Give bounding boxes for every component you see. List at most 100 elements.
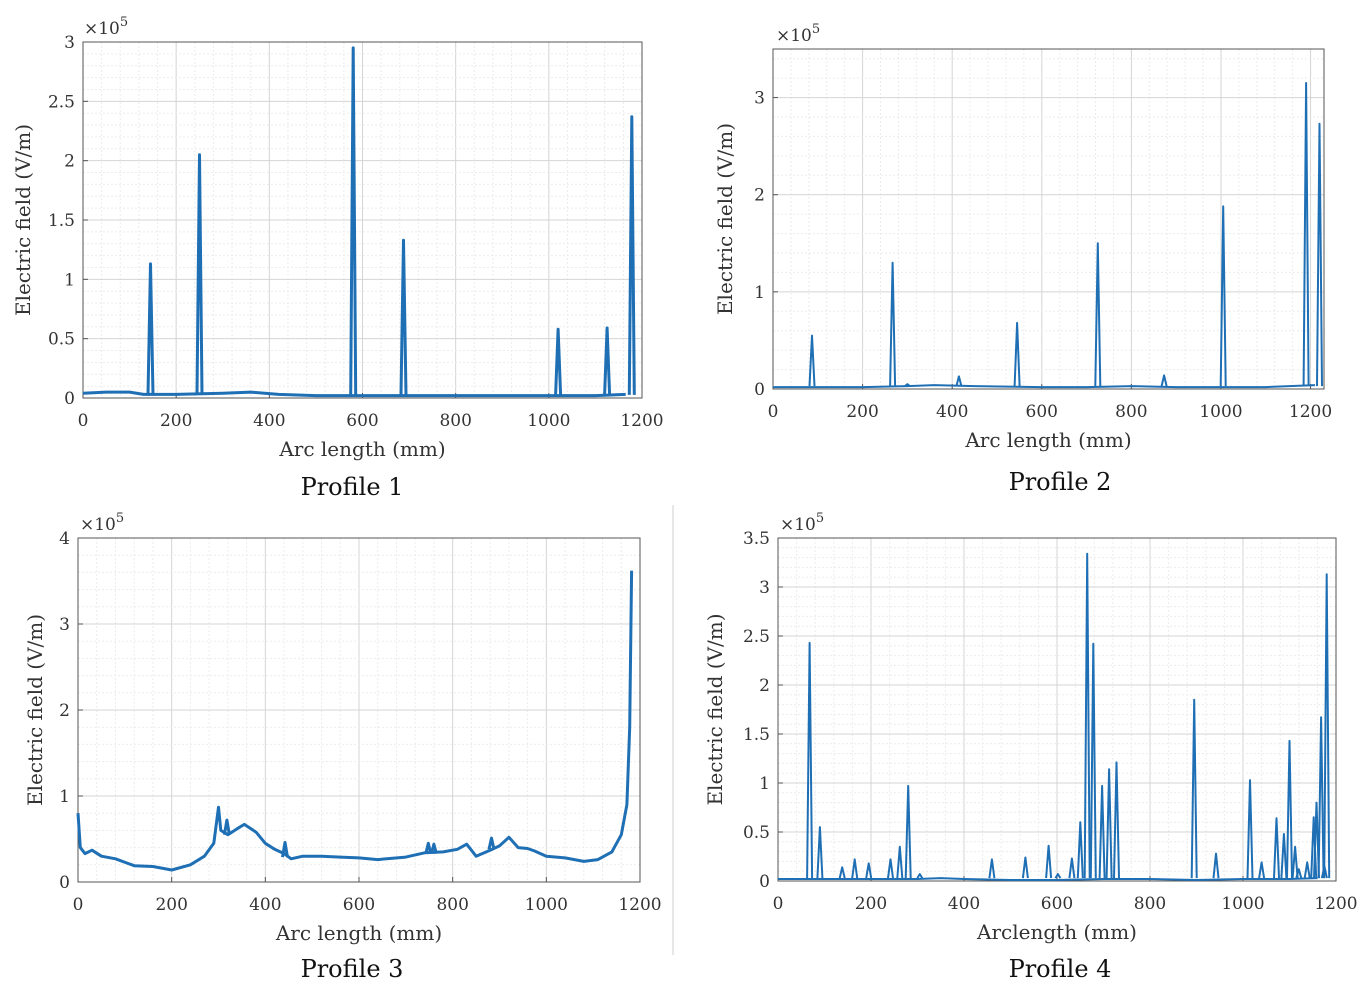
y-tick-label: 2	[59, 701, 70, 721]
series-spike	[1295, 868, 1303, 879]
y-tick-label: 1	[759, 774, 770, 794]
series-spike	[281, 840, 289, 858]
series-line	[76, 570, 634, 872]
x-tick-label: 1200	[1289, 402, 1332, 422]
x-tick-label: 400	[253, 411, 285, 431]
y-axis-label: Electric field (V/m)	[713, 123, 737, 315]
x-tick-label: 800	[439, 411, 471, 431]
chart-profile-3: 0 200 400 600 800 1000 1200 0 1 2 3 4 ×105 Arc length…	[23, 511, 662, 983]
series-spike	[1076, 821, 1084, 879]
series-spike	[1113, 761, 1120, 879]
x-tick-label: 1200	[618, 895, 661, 915]
x-tick-label: 0	[78, 411, 89, 431]
series-spike	[1190, 698, 1198, 879]
series-spike	[816, 826, 824, 879]
y-tick-label: 0	[759, 872, 770, 892]
series-spike	[904, 383, 911, 387]
series-spike	[627, 115, 636, 395]
y-tick-label: 1.5	[48, 211, 75, 231]
y-tick-label: 2.5	[48, 92, 75, 112]
series-spike	[554, 327, 563, 395]
x-tick-label: 200	[846, 402, 878, 422]
x-tick-label: 0	[768, 402, 779, 422]
series-spike	[195, 153, 204, 395]
x-tick-label: 1000	[525, 895, 568, 915]
y-tick-label: 3	[64, 33, 75, 53]
y-tick-label: 0.5	[48, 330, 75, 350]
x-tick-label: 1200	[1314, 894, 1357, 914]
series-spike	[1286, 739, 1293, 879]
series-spike	[146, 262, 155, 395]
axes-frame	[772, 48, 1325, 390]
series-spike	[1013, 321, 1021, 387]
x-tick-label: 600	[343, 895, 375, 915]
x-tick-label: 800	[436, 895, 468, 915]
series-spike	[399, 238, 408, 395]
series-spike	[1273, 817, 1280, 879]
y-tick-label: 1	[64, 270, 75, 290]
x-tick-label: 200	[855, 894, 887, 914]
y-multiplier: ×105	[80, 511, 124, 535]
x-tick-label: 200	[155, 895, 187, 915]
x-tick-label: 400	[948, 894, 980, 914]
series-spike	[1212, 852, 1220, 879]
y-tick-label: 4	[59, 529, 70, 549]
series-baseline	[82, 390, 626, 398]
x-tick-label: 1000	[1221, 894, 1264, 914]
series-spike	[1098, 784, 1106, 879]
series-spike	[1094, 242, 1102, 387]
series-spike	[1302, 82, 1310, 387]
series-spike	[1317, 716, 1325, 879]
series-spike	[1021, 856, 1029, 879]
series-spike	[1258, 861, 1266, 879]
panel-caption: Profile 2	[1009, 468, 1112, 496]
series-spike	[1280, 833, 1288, 879]
y-tick-label: 3	[759, 578, 770, 598]
series-spike	[1246, 779, 1254, 879]
series-spike	[1160, 374, 1168, 387]
x-axis-label: Arc length (mm)	[278, 437, 445, 461]
y-multiplier: ×105	[780, 511, 824, 535]
series-spike	[222, 818, 231, 835]
series-spike	[1316, 122, 1323, 387]
y-tick-label: 3	[754, 89, 765, 109]
x-tick-label: 600	[346, 411, 378, 431]
y-multiplier: ×105	[84, 15, 128, 39]
series-spike	[806, 641, 814, 879]
y-tick-label: 2	[754, 186, 765, 206]
y-multiplier: ×105	[776, 22, 820, 46]
series-spike	[1219, 205, 1227, 387]
x-tick-label: 400	[936, 402, 968, 422]
series-spike	[988, 858, 996, 879]
x-tick-label: 1000	[1199, 402, 1242, 422]
series-spike	[603, 326, 612, 395]
series-spike	[1045, 844, 1053, 879]
series-spike	[1089, 642, 1097, 879]
y-tick-label: 2.5	[743, 627, 770, 647]
x-axis-label: Arc length (mm)	[964, 428, 1131, 452]
series-spike	[887, 858, 894, 879]
x-tick-label: 800	[1134, 894, 1166, 914]
x-axis-label: Arc length (mm)	[275, 921, 442, 945]
y-tick-label: 1	[754, 283, 765, 303]
panel-caption: Profile 4	[1009, 955, 1112, 983]
y-tick-label: 0	[754, 380, 765, 400]
series-spike	[865, 862, 873, 879]
series-spike	[1303, 861, 1311, 879]
y-axis-label: Electric field (V/m)	[23, 614, 47, 806]
y-tick-label: 2	[64, 152, 75, 172]
x-axis-label: Arclength (mm)	[976, 920, 1137, 944]
x-tick-label: 600	[1026, 402, 1058, 422]
y-tick-label: 2	[759, 676, 770, 696]
y-tick-label: 0.5	[743, 823, 770, 843]
series-spike	[808, 334, 816, 387]
series-spike	[838, 866, 846, 879]
x-tick-label: 0	[773, 894, 784, 914]
panel-caption: Profile 1	[301, 473, 404, 501]
y-tick-label: 1	[59, 787, 70, 807]
series-spike	[916, 873, 924, 879]
series-baseline	[778, 877, 1318, 881]
chart-profile-4: 0 200 400 600 800 1000 1200 0 0.5 1 1.5 2 2.5 3 3.5 ×10…	[703, 511, 1358, 983]
series-spike	[1323, 573, 1331, 879]
